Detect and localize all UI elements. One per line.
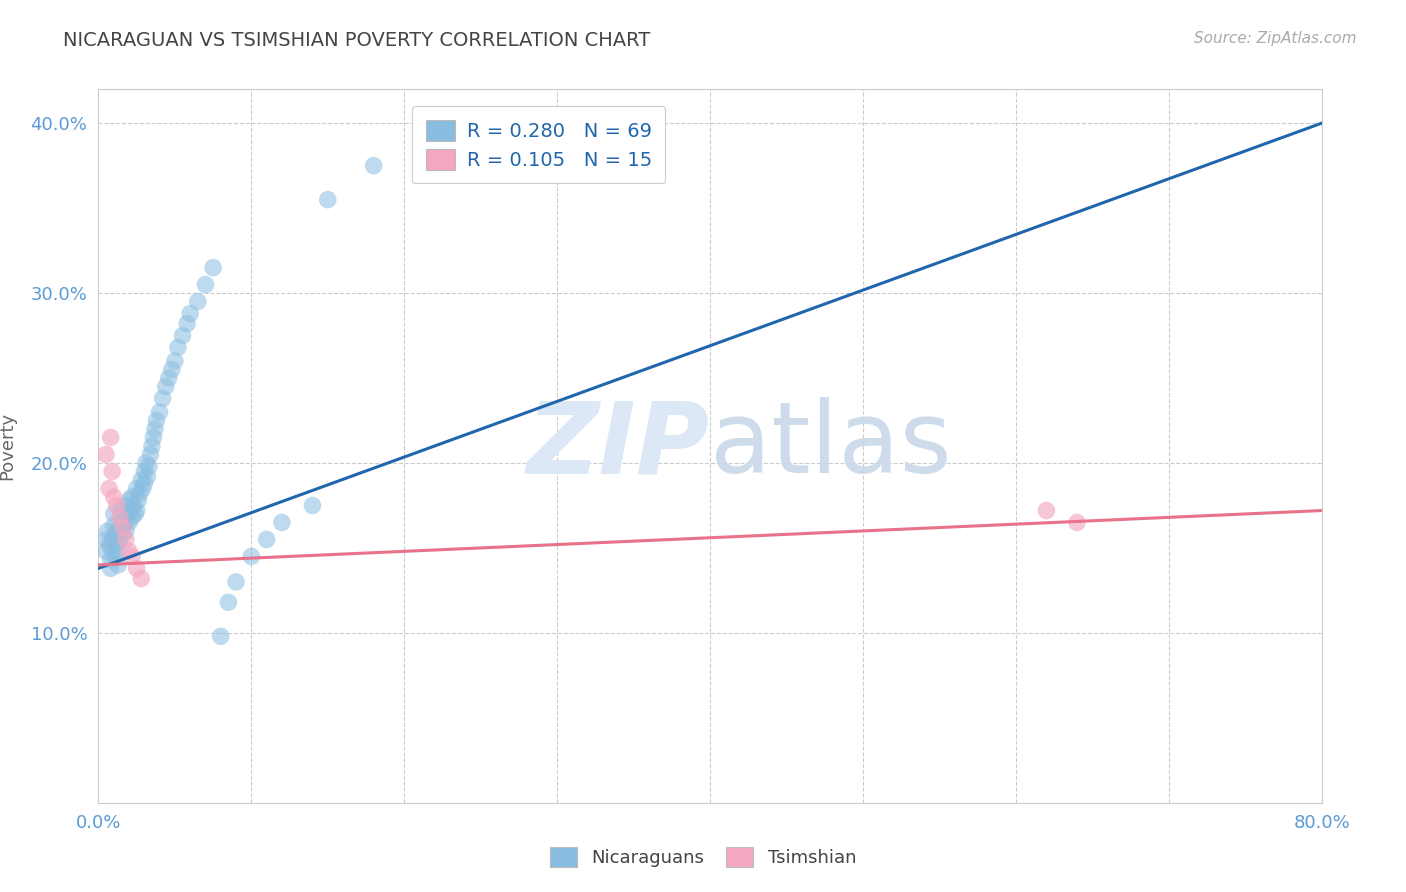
Point [105,537,128,551]
Point [155,379,177,393]
Point [104,549,127,564]
Point [145,413,167,427]
Point [194,277,217,292]
Point [110,503,132,517]
Point [121,510,143,524]
Point [256,533,278,547]
Point [94,533,117,547]
Point [118,516,141,530]
Point [100,561,122,575]
Point [143,422,166,436]
Point [122,499,145,513]
Point [127,493,149,508]
Point [128,486,150,500]
Text: ZIP: ZIP [527,398,710,494]
Point [115,499,138,513]
Point [240,549,263,564]
Text: atlas: atlas [710,398,952,494]
Point [139,448,162,462]
Point [104,527,127,541]
Point [1066,516,1088,530]
Point [125,503,148,517]
Point [157,371,180,385]
Point [316,193,339,207]
Point [107,544,129,558]
Point [132,482,155,496]
Point [103,519,125,533]
Point [134,465,156,479]
Y-axis label: Poverty: Poverty [0,412,17,480]
Point [149,405,172,419]
Point [118,544,141,558]
Point [117,507,139,521]
Point [101,465,124,479]
Point [121,490,143,504]
Point [111,527,134,541]
Point [179,306,201,320]
Legend: R = 0.280   N = 69, R = 0.105   N = 15: R = 0.280 N = 69, R = 0.105 N = 15 [412,106,665,184]
Point [97,524,120,538]
Point [111,520,134,534]
Point [124,507,146,521]
Point [163,354,186,368]
Point [103,490,125,504]
Point [103,507,125,521]
Point [94,544,117,558]
Point [217,595,239,609]
Text: NICARAGUAN VS TSIMSHIAN POVERTY CORRELATION CHART: NICARAGUAN VS TSIMSHIAN POVERTY CORRELAT… [63,31,651,50]
Point [142,430,165,444]
Point [160,362,183,376]
Point [209,629,232,643]
Point [112,516,135,530]
Point [301,499,323,513]
Point [187,294,209,309]
Point [202,260,225,275]
Point [100,553,122,567]
Point [94,448,117,462]
Point [167,341,190,355]
Point [100,430,122,444]
Point [129,572,152,586]
Point [125,561,148,575]
Point [138,459,160,474]
Point [101,544,124,558]
Text: Source: ZipAtlas.com: Source: ZipAtlas.com [1194,31,1357,46]
Point [105,499,128,513]
Point [118,493,141,508]
Point [129,473,152,487]
Point [270,516,292,530]
Point [115,533,138,547]
Point [152,392,174,406]
Point [363,159,385,173]
Legend: Nicaraguans, Tsimshian: Nicaraguans, Tsimshian [543,839,863,874]
Point [1035,503,1057,517]
Point [176,317,198,331]
Point [121,549,143,564]
Point [98,482,121,496]
Point [108,533,131,547]
Point [115,524,138,538]
Point [141,439,163,453]
Point [107,558,129,572]
Point [105,524,128,538]
Point [98,537,121,551]
Point [120,503,142,517]
Point [125,482,148,496]
Point [225,574,247,589]
Point [172,328,194,343]
Point [136,469,159,483]
Point [135,456,157,470]
Point [110,520,132,534]
Point [101,533,124,547]
Point [134,476,156,491]
Point [108,510,131,524]
